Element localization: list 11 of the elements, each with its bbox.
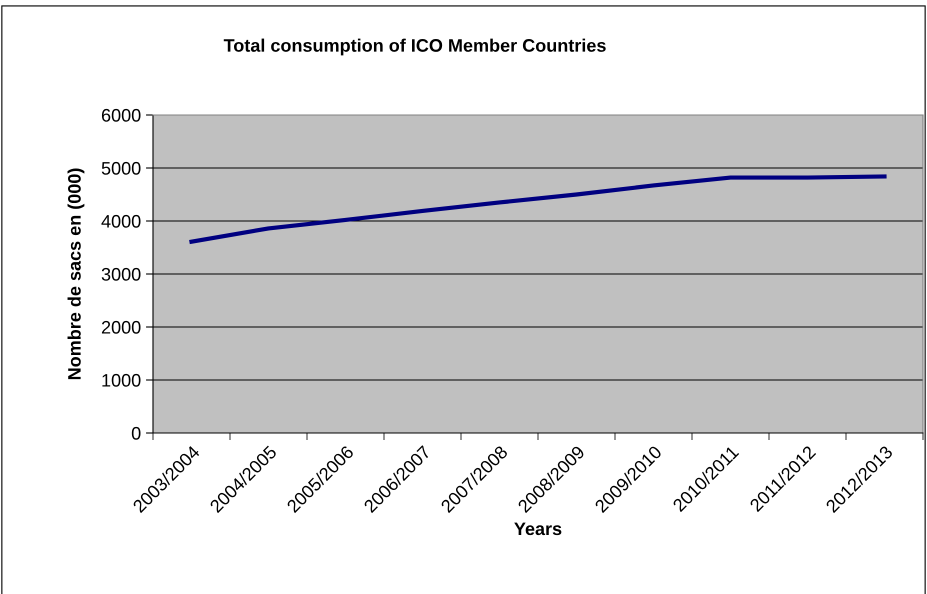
y-tick-label: 5000 [102, 162, 140, 175]
y-tick-label: 0 [132, 426, 140, 440]
y-tick-label: 1000 [102, 374, 140, 387]
chart-title: Total consumption of ICO Member Countries [224, 38, 606, 56]
x-axis-title: Years [514, 522, 562, 536]
y-tick-label: 2000 [102, 320, 140, 334]
line-series [189, 174, 887, 244]
y-tick-label: 3000 [102, 268, 140, 281]
y-tick-label: 6000 [102, 108, 140, 122]
y-axis-title: Nombre de sacs en (000) [68, 168, 84, 380]
y-tick-label: 4000 [101, 214, 140, 228]
